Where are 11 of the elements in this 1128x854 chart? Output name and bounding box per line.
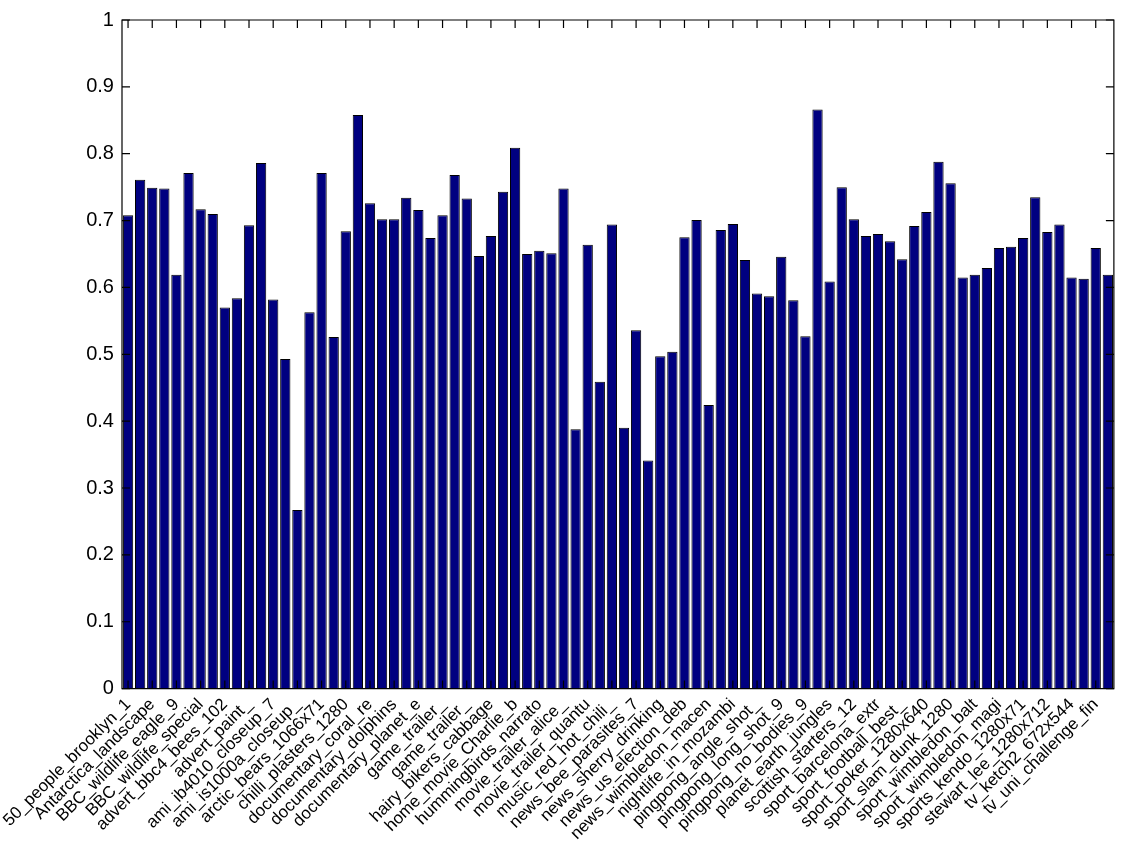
- y-tick-label: 0.9: [86, 74, 114, 97]
- y-tick-label: 0.6: [86, 274, 114, 297]
- y-tick-label: 1: [102, 7, 114, 30]
- y-tick-label: 0: [102, 676, 114, 699]
- y-tick-label: 0.7: [86, 208, 114, 231]
- y-tick-label: 0.8: [86, 141, 114, 164]
- y-tick-label: 0.4: [86, 408, 114, 431]
- y-tick-label: 0.5: [86, 341, 114, 364]
- y-tick-label: 0.1: [86, 609, 114, 632]
- y-tick-label: 0.3: [86, 475, 114, 498]
- y-tick-label: 0.2: [86, 542, 114, 565]
